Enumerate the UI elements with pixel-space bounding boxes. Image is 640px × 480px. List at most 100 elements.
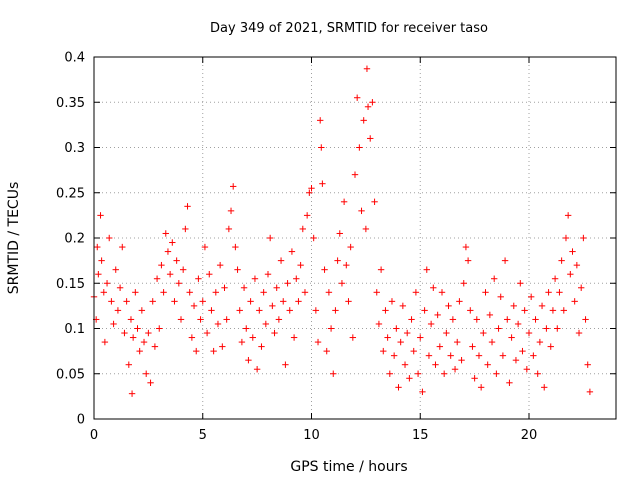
- data-point: [317, 117, 324, 124]
- data-point: [390, 352, 398, 359]
- data-point: [238, 338, 246, 346]
- data-point: [297, 261, 304, 269]
- data-point: [408, 316, 415, 323]
- data-point: [425, 352, 433, 359]
- data-point: [404, 329, 411, 337]
- data-point: [534, 370, 541, 377]
- data-point: [132, 289, 139, 296]
- data-point: [206, 271, 213, 278]
- data-point: [271, 329, 278, 337]
- data-point: [447, 352, 454, 359]
- data-point: [358, 207, 365, 215]
- data-point: [564, 212, 572, 219]
- data-point: [169, 239, 176, 246]
- data-point: [475, 352, 483, 359]
- data-point: [480, 329, 487, 337]
- data-point: [243, 325, 250, 332]
- data-point: [543, 325, 550, 332]
- data-point: [203, 329, 211, 337]
- data-point: [290, 334, 298, 341]
- data-point: [482, 289, 489, 296]
- data-point: [469, 343, 476, 350]
- data-point: [210, 347, 217, 355]
- data-point: [293, 275, 300, 282]
- data-point: [486, 311, 494, 319]
- data-point: [569, 248, 576, 255]
- data-point: [412, 289, 420, 296]
- data-point: [284, 280, 291, 287]
- data-point: [338, 280, 346, 287]
- data-point: [225, 225, 233, 233]
- data-point: [578, 284, 585, 291]
- data-point: [521, 307, 528, 314]
- data-point: [510, 302, 517, 310]
- data-point: [541, 384, 548, 391]
- data-point: [299, 225, 306, 233]
- data-point: [340, 198, 348, 205]
- data-point: [519, 347, 526, 355]
- data-point: [151, 343, 159, 350]
- data-point: [201, 243, 209, 251]
- data-point: [567, 271, 574, 278]
- data-point: [114, 307, 122, 314]
- data-point: [214, 320, 222, 328]
- data-point: [230, 183, 237, 190]
- data-point: [488, 338, 496, 346]
- data-point: [427, 320, 435, 328]
- data-point: [473, 316, 480, 323]
- data-point: [258, 343, 265, 350]
- data-point: [499, 352, 507, 359]
- chart-title: Day 349 of 2021, SRMTID for receiver tas…: [210, 21, 488, 36]
- data-point: [388, 298, 396, 305]
- x-tick-label: 5: [199, 428, 207, 443]
- data-point: [549, 307, 557, 314]
- data-point: [347, 243, 354, 251]
- data-point: [384, 334, 391, 341]
- data-point: [575, 329, 583, 337]
- data-point: [380, 347, 387, 355]
- data-point: [197, 316, 204, 323]
- data-point: [530, 352, 537, 359]
- data-point: [495, 325, 502, 332]
- data-point: [186, 289, 193, 296]
- data-point: [556, 289, 563, 296]
- data-point: [251, 275, 259, 282]
- data-point: [410, 347, 417, 355]
- data-point: [386, 370, 393, 377]
- data-point: [363, 65, 371, 72]
- data-point: [560, 307, 567, 314]
- data-point: [162, 230, 169, 237]
- data-point: [493, 370, 500, 377]
- data-point: [275, 316, 283, 323]
- data-point: [106, 234, 113, 242]
- data-point: [164, 248, 172, 255]
- data-point: [532, 316, 539, 323]
- data-point: [584, 361, 591, 368]
- data-point: [491, 275, 498, 282]
- data-point: [554, 325, 561, 332]
- x-axis-ticks: 0 5 10 15 20: [90, 57, 537, 443]
- y-tick-label: 0.4: [64, 51, 85, 66]
- data-point: [116, 284, 124, 291]
- y-tick-label: 0: [77, 413, 85, 428]
- data-point: [249, 334, 256, 341]
- data-point: [208, 307, 215, 314]
- data-point: [288, 248, 296, 255]
- data-point: [414, 370, 422, 377]
- data-point: [438, 289, 446, 296]
- data-point: [95, 271, 102, 278]
- data-point: [558, 257, 565, 264]
- data-point: [477, 384, 485, 391]
- data-point: [512, 356, 520, 364]
- data-point: [147, 379, 154, 386]
- data-point: [571, 298, 578, 305]
- data-point: [190, 302, 198, 310]
- data-point: [445, 302, 452, 310]
- data-point: [149, 298, 156, 305]
- data-point: [269, 302, 276, 310]
- y-axis-ticks: 0 0.05 0.1 0.15 0.2 0.25 0.3 0.35 0.4: [56, 51, 616, 428]
- data-point: [138, 307, 146, 314]
- data-point: [310, 234, 317, 242]
- data-point: [262, 320, 270, 328]
